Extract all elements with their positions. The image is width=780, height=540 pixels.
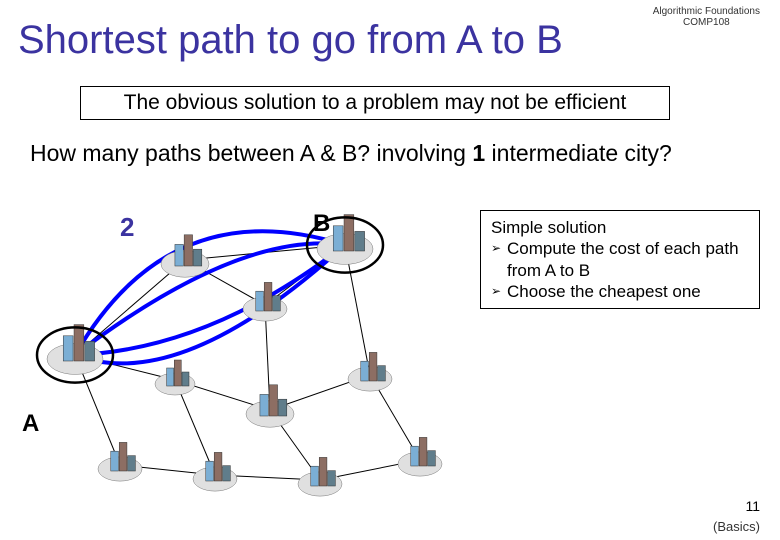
city-node-b4 [398, 437, 442, 476]
slide-title: Shortest path to go from A to B [18, 18, 563, 63]
question-suffix: intermediate city? [485, 140, 672, 166]
solution-item: ➢ Compute the cost of each path from A t… [491, 238, 749, 281]
solution-item-text: Compute the cost of each path from A to … [507, 238, 749, 281]
solution-item: ➢ Choose the cheapest one [491, 281, 749, 302]
bullet-icon: ➢ [491, 238, 507, 281]
city-node-m1 [155, 360, 195, 395]
highlight-path [75, 243, 345, 363]
city-node-m3 [348, 352, 392, 391]
course-name: Algorithmic Foundations [653, 6, 760, 17]
solution-item-text: Choose the cheapest one [507, 281, 701, 302]
question-bold: 1 [472, 140, 485, 166]
course-header: Algorithmic Foundations COMP108 [653, 6, 760, 28]
question-prefix: How many paths between A & B? involving [30, 140, 472, 166]
bullet-icon: ➢ [491, 281, 507, 302]
city-node-b1 [98, 442, 142, 481]
solution-title: Simple solution [491, 217, 749, 238]
city-node-b3 [298, 457, 342, 496]
page-number: 11 [745, 498, 760, 514]
highlight-path [75, 231, 345, 355]
callout-box: The obvious solution to a problem may no… [80, 86, 670, 120]
city-node-m2 [246, 385, 294, 427]
question-line: How many paths between A & B? involving … [30, 140, 672, 167]
course-code: COMP108 [653, 17, 760, 28]
city-node-b2 [193, 452, 237, 491]
network-diagram [20, 200, 480, 500]
footer-tag: (Basics) [713, 519, 760, 534]
solution-box: Simple solution ➢ Compute the cost of ea… [480, 210, 760, 309]
